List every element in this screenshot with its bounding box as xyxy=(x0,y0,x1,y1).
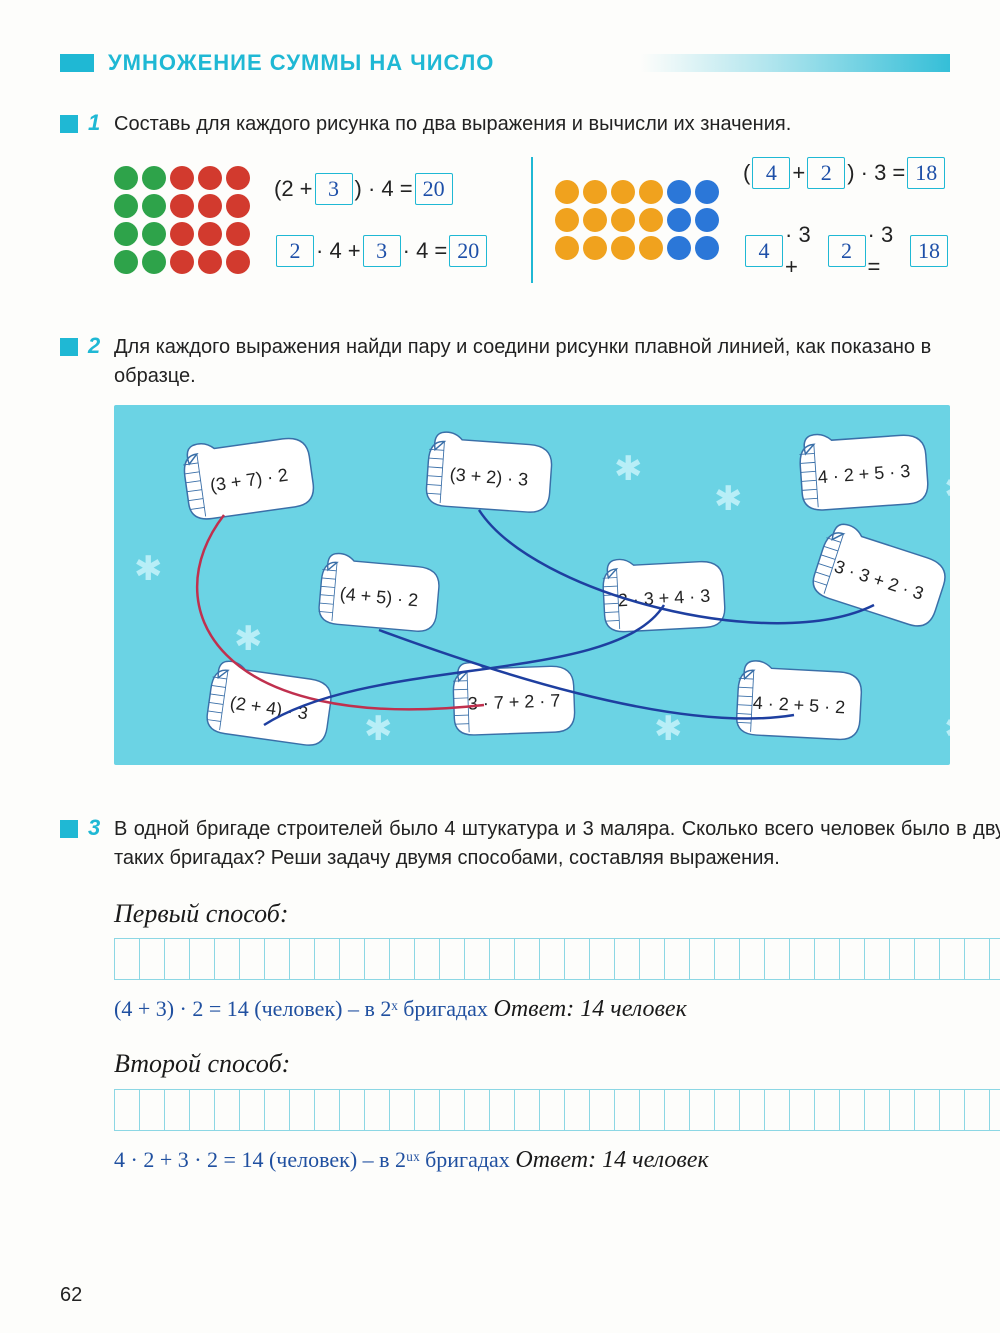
dot-icon xyxy=(226,166,250,190)
dot-icon xyxy=(114,194,138,218)
dot-icon xyxy=(198,166,222,190)
task1-figures: (2 + 3) · 4 = 20 2 · 4 + 3 · 4 = 20 (4 + … xyxy=(114,157,950,283)
task-marker-icon xyxy=(60,338,78,356)
task-number: 2 xyxy=(88,333,100,795)
dot-icon xyxy=(611,208,635,232)
task-3: 3 В одной бригаде строителей было 4 штук… xyxy=(60,815,950,1178)
dot-icon xyxy=(583,208,607,232)
title-gradient xyxy=(508,54,950,72)
answer-box[interactable]: 2 xyxy=(828,235,866,267)
dot-icon xyxy=(142,250,166,274)
method2-label: Второй способ: xyxy=(114,1045,1000,1083)
task-2: 2 Для каждого выражения найди пару и сое… xyxy=(60,333,950,795)
method1-work: (4 + 3) · 2 = 14 (человек) – в 2ˣ бригад… xyxy=(114,996,488,1021)
section-title: УМНОЖЕНИЕ СУММЫ НА ЧИСЛО xyxy=(108,50,494,76)
dot-icon xyxy=(142,166,166,190)
task-marker-icon xyxy=(60,115,78,133)
expression: (4 + 2) · 3 = 18 xyxy=(743,157,950,189)
connection-line xyxy=(479,510,874,623)
connection-line xyxy=(197,515,484,709)
answer-box[interactable]: 3 xyxy=(363,235,401,267)
answer-box[interactable]: 4 xyxy=(752,157,790,189)
dot-icon xyxy=(583,180,607,204)
dot-icon xyxy=(142,194,166,218)
dot-icon xyxy=(226,250,250,274)
dot-icon xyxy=(555,208,579,232)
method1-label: Первый способ: xyxy=(114,895,1000,933)
answer-box[interactable]: 2 xyxy=(807,157,845,189)
answer-row-1: (4 + 3) · 2 = 14 (человек) – в 2ˣ бригад… xyxy=(114,938,1000,1027)
dot-icon xyxy=(639,208,663,232)
mitten-diagram: ✱✱✱✱✱✱✱✱ (3 + 7) · 2 (3 + 2) · 3 4 · 2 +… xyxy=(114,405,950,765)
task-number: 1 xyxy=(88,110,100,313)
dot-icon xyxy=(695,180,719,204)
method2-work: 4 · 2 + 3 · 2 = 14 (человек) – в 2ᵘˣ бри… xyxy=(114,1147,510,1172)
expression: (2 + 3) · 4 = 20 xyxy=(274,173,489,205)
vertical-separator xyxy=(531,157,533,283)
dot-icon xyxy=(695,208,719,232)
task-marker-icon xyxy=(60,820,78,838)
answer-row-2: 4 · 2 + 3 · 2 = 14 (человек) – в 2ᵘˣ бри… xyxy=(114,1089,1000,1178)
dot-icon xyxy=(170,222,194,246)
dot-icon xyxy=(198,222,222,246)
dot-icon xyxy=(667,236,691,260)
dot-icon xyxy=(555,236,579,260)
task-number: 3 xyxy=(88,815,100,1178)
page-number: 62 xyxy=(60,1284,82,1307)
answer-box[interactable]: 3 xyxy=(315,173,353,205)
dot-icon xyxy=(555,180,579,204)
dot-icon xyxy=(170,250,194,274)
dot-grid-right xyxy=(555,180,719,260)
task1-right: (4 + 2) · 3 = 18 4 · 3 + 2 · 3 = 18 xyxy=(555,157,950,283)
task-1: 1 Составь для каждого рисунка по два выр… xyxy=(60,110,950,313)
expr-right: (4 + 2) · 3 = 18 4 · 3 + 2 · 3 = 18 xyxy=(743,157,950,283)
answer-box[interactable]: 18 xyxy=(910,235,948,267)
dot-icon xyxy=(667,208,691,232)
title-bar-icon xyxy=(60,54,94,72)
dot-icon xyxy=(639,236,663,260)
dot-icon xyxy=(639,180,663,204)
dot-icon xyxy=(667,180,691,204)
dot-icon xyxy=(170,194,194,218)
expression: 4 · 3 + 2 · 3 = 18 xyxy=(743,219,950,283)
dot-icon xyxy=(226,194,250,218)
dot-icon xyxy=(695,236,719,260)
answer-box[interactable]: 4 xyxy=(745,235,783,267)
method2-answer: Ответ: 14 человек xyxy=(515,1147,708,1173)
expr-left: (2 + 3) · 4 = 20 2 · 4 + 3 · 4 = 20 xyxy=(274,173,489,267)
dot-icon xyxy=(198,250,222,274)
answer-box[interactable]: 18 xyxy=(907,157,945,189)
answer-box[interactable]: 20 xyxy=(415,173,453,205)
connection-lines xyxy=(114,405,950,765)
method1-answer: Ответ: 14 человек xyxy=(494,996,687,1022)
dot-icon xyxy=(170,166,194,190)
answer-box[interactable]: 20 xyxy=(449,235,487,267)
section-title-row: УМНОЖЕНИЕ СУММЫ НА ЧИСЛО xyxy=(60,50,950,76)
dot-icon xyxy=(198,194,222,218)
dot-icon xyxy=(611,236,635,260)
dot-icon xyxy=(142,222,166,246)
task-text: В одной бригаде строителей было 4 штукат… xyxy=(114,815,1000,873)
dot-icon xyxy=(114,222,138,246)
answer-box[interactable]: 2 xyxy=(276,235,314,267)
workbook-page: УМНОЖЕНИЕ СУММЫ НА ЧИСЛО 1 Составь для к… xyxy=(0,0,1000,1333)
dot-icon xyxy=(583,236,607,260)
dot-grid-left xyxy=(114,166,250,274)
expression: 2 · 4 + 3 · 4 = 20 xyxy=(274,235,489,267)
dot-icon xyxy=(114,166,138,190)
task-text: Составь для каждого рисунка по два выраж… xyxy=(114,110,950,139)
dot-icon xyxy=(114,250,138,274)
task1-left: (2 + 3) · 4 = 20 2 · 4 + 3 · 4 = 20 xyxy=(114,157,509,283)
dot-icon xyxy=(611,180,635,204)
dot-icon xyxy=(226,222,250,246)
task-text: Для каждого выражения найди пару и соеди… xyxy=(114,333,950,391)
